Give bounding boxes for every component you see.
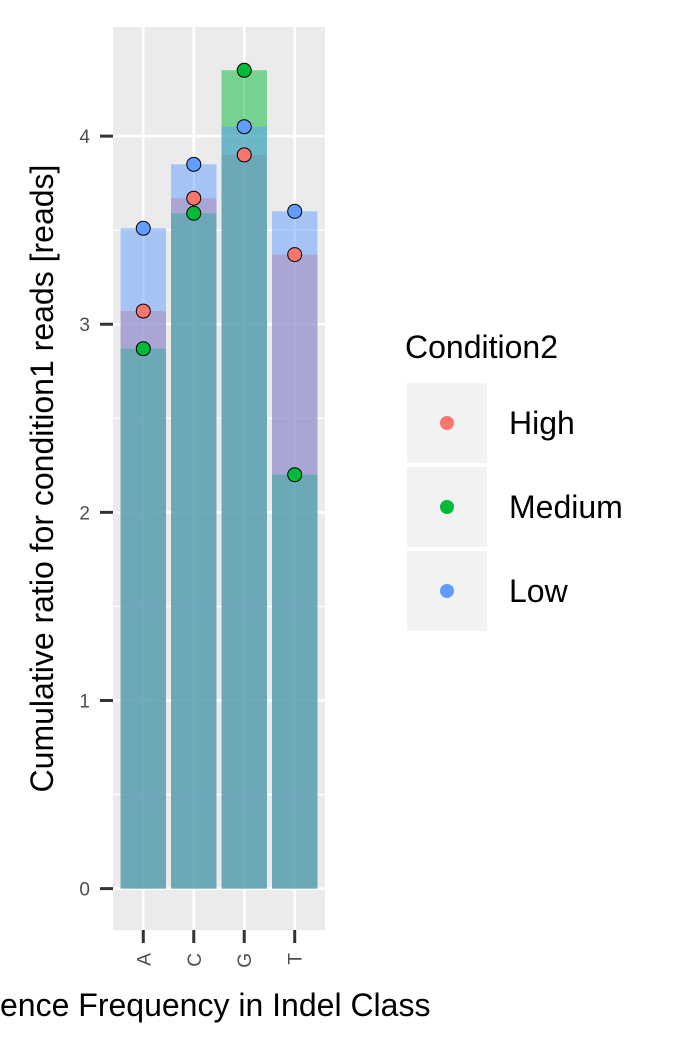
point-high-A	[135, 303, 151, 319]
legend-swatch-low	[440, 584, 454, 598]
legend-title: Condition2	[405, 329, 558, 365]
bar-low-T	[272, 211, 318, 889]
point-high-C	[186, 190, 202, 206]
point-medium-C	[186, 205, 202, 221]
point-low-T	[287, 203, 303, 219]
x-tick-label: A	[134, 953, 155, 966]
point-low-C	[186, 156, 202, 172]
y-axis: 0 1 2 3 4	[79, 127, 113, 901]
legend-label-high: High	[509, 405, 575, 441]
point-high-G	[236, 147, 252, 163]
bars	[120, 70, 318, 889]
y-axis-title: Cumulative ratio for condition1 reads [r…	[24, 165, 60, 793]
point-low-G	[236, 119, 252, 135]
x-tick-label: T	[286, 953, 307, 965]
bar-low-A	[120, 228, 166, 889]
y-tick-label: 2	[79, 503, 90, 524]
y-tick-label: 3	[79, 315, 90, 336]
point-low-A	[135, 220, 151, 236]
point-high-T	[287, 247, 303, 263]
y-tick-label: 4	[79, 127, 90, 148]
point-medium-A	[135, 341, 151, 357]
bar-low-C	[171, 164, 217, 889]
legend-label-medium: Medium	[509, 489, 623, 525]
x-tick-label: G	[235, 953, 256, 968]
points	[135, 62, 303, 483]
y-tick-label: 0	[79, 880, 90, 901]
point-medium-T	[287, 467, 303, 483]
x-tick-label: C	[185, 953, 206, 967]
point-medium-G	[236, 62, 252, 78]
legend-swatch-high	[440, 416, 454, 430]
x-axis-title: ence Frequency in Indel Class	[0, 987, 430, 1023]
y-tick-label: 1	[79, 691, 90, 712]
legend-label-low: Low	[509, 573, 569, 609]
legend-swatch-medium	[440, 500, 454, 514]
legend: Condition2 High Medium Low	[405, 329, 623, 631]
bar-low-G	[221, 126, 267, 889]
